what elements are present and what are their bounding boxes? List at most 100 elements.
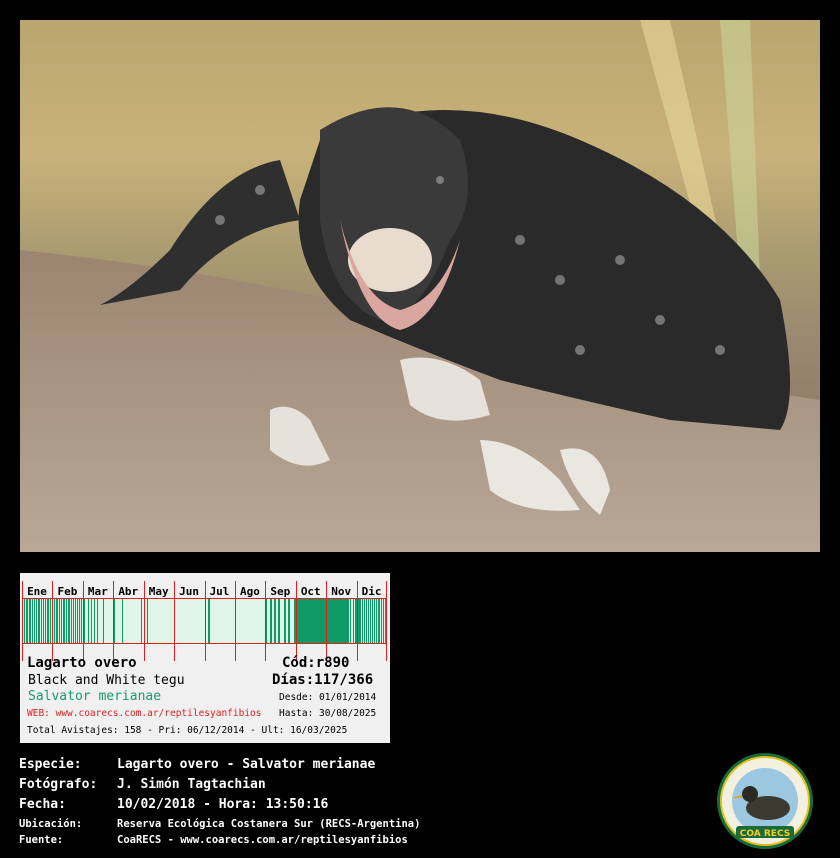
sighting-day-stripe	[312, 598, 314, 643]
month-divider	[143, 581, 145, 661]
sighting-day-stripe	[358, 598, 360, 643]
sighting-day-stripe	[310, 598, 312, 643]
month-divider	[234, 581, 236, 661]
sighting-day-stripe	[296, 598, 298, 643]
web-link[interactable]: WEB: www.coarecs.com.ar/reptilesyanfibio…	[27, 708, 262, 719]
sighting-day-stripe	[146, 598, 149, 643]
month-label: Jul	[209, 585, 230, 598]
sighting-day-stripe	[379, 598, 381, 643]
sighting-day-stripe	[87, 598, 90, 643]
sighting-day-stripe	[38, 598, 41, 643]
sighting-day-stripe	[47, 598, 50, 643]
especie-value: Lagarto overo - Salvator merianae	[117, 757, 376, 772]
sighting-day-stripe	[370, 598, 372, 643]
month-divider	[265, 581, 267, 661]
sighting-day-stripe	[348, 598, 350, 643]
month-label: Sep	[270, 585, 291, 598]
sighting-day-stripe	[343, 598, 345, 643]
english-name: Black and White tegu	[28, 673, 185, 688]
sighting-day-stripe	[102, 598, 105, 643]
sighting-day-stripe	[40, 598, 43, 643]
grid-line	[22, 643, 387, 644]
sighting-day-stripe	[364, 598, 366, 643]
month-label: Mar	[87, 585, 108, 598]
sighting-day-stripe	[308, 598, 310, 643]
month-label: Abr	[118, 585, 139, 598]
sighting-day-stripe	[58, 598, 61, 643]
month-label: Jun	[179, 585, 200, 598]
fecha-label: Fecha:	[19, 797, 66, 812]
hasta-date: Hasta: 30/08/2025	[279, 708, 377, 719]
sighting-day-stripe	[46, 598, 49, 643]
coarecs-logo: COA RECS	[717, 753, 813, 849]
sighting-day-stripe	[29, 598, 32, 643]
sighting-day-stripe	[314, 598, 316, 643]
sighting-day-stripe	[93, 598, 96, 643]
sighting-day-stripe	[274, 598, 276, 643]
sighting-day-stripe	[381, 598, 383, 643]
sighting-day-stripe	[96, 598, 99, 643]
sighting-day-stripe	[347, 598, 349, 643]
sighting-day-stripe	[298, 598, 300, 643]
month-divider	[22, 581, 23, 661]
sighting-day-stripe	[337, 598, 339, 643]
sighting-day-stripe	[78, 598, 81, 643]
sighting-day-stripe	[60, 598, 63, 643]
sighting-day-stripe	[270, 598, 272, 643]
month-divider	[174, 581, 176, 661]
sighting-day-stripe	[383, 598, 385, 643]
sighting-day-stripe	[378, 598, 380, 643]
sighting-day-stripe	[302, 598, 304, 643]
sighting-day-stripe	[83, 598, 86, 643]
grid-line	[22, 598, 387, 599]
sighting-day-stripe	[62, 598, 65, 643]
sighting-day-stripe	[23, 598, 26, 643]
sighting-day-stripe	[372, 598, 374, 643]
sighting-day-stripe	[341, 598, 343, 643]
sighting-day-stripe	[368, 598, 370, 643]
sighting-day-stripe	[140, 598, 143, 643]
sighting-day-stripe	[374, 598, 376, 643]
sighting-day-stripe	[345, 598, 347, 643]
sighting-day-stripe	[297, 598, 299, 643]
month-divider	[113, 581, 115, 661]
tegu-photo	[20, 20, 820, 552]
sighting-day-stripe	[320, 598, 322, 643]
month-label: Ago	[239, 585, 260, 598]
sighting-day-stripe	[366, 598, 368, 643]
month-divider	[52, 581, 54, 661]
sighting-day-stripe	[328, 598, 330, 643]
month-calendar: Ene Feb Mar Abr May Jun Jul Ago Sep Oct Nov Dic	[22, 581, 387, 661]
sighting-day-stripe	[318, 598, 320, 643]
month-divider	[82, 581, 84, 661]
sighting-day-stripe	[49, 598, 52, 643]
sighting-day-stripe	[37, 598, 40, 643]
sighting-day-stripe	[55, 598, 58, 643]
sighting-day-stripe	[360, 598, 362, 643]
sighting-day-stripe	[35, 598, 38, 643]
sighting-day-stripe	[303, 598, 305, 643]
sighting-day-stripe	[288, 598, 290, 643]
sighting-day-stripe	[53, 598, 56, 643]
sighting-day-stripe	[355, 598, 357, 643]
logo-text: COA RECS	[740, 829, 790, 839]
sighting-day-stripe	[278, 598, 280, 643]
sighting-day-stripe	[359, 598, 361, 643]
sighting-day-stripe	[121, 598, 124, 643]
ubicacion-label: Ubicación:	[19, 818, 83, 830]
month-label: May	[148, 585, 169, 598]
sighting-day-stripe	[63, 598, 66, 643]
sighting-day-stripe	[333, 598, 335, 643]
sighting-day-stripe	[68, 598, 71, 643]
month-label: Oct	[300, 585, 321, 598]
sighting-day-stripe	[376, 598, 378, 643]
sighting-day-stripe	[362, 598, 364, 643]
sighting-day-stripe	[385, 598, 387, 643]
fotografo-label: Fotógrafo:	[19, 777, 98, 792]
sighting-day-stripe	[65, 598, 68, 643]
lizard-illustration	[20, 20, 820, 552]
month-label: Dic	[361, 585, 382, 598]
sighting-day-stripe	[332, 598, 334, 643]
sighting-day-stripe	[26, 598, 29, 643]
sighting-day-stripe	[294, 598, 296, 643]
